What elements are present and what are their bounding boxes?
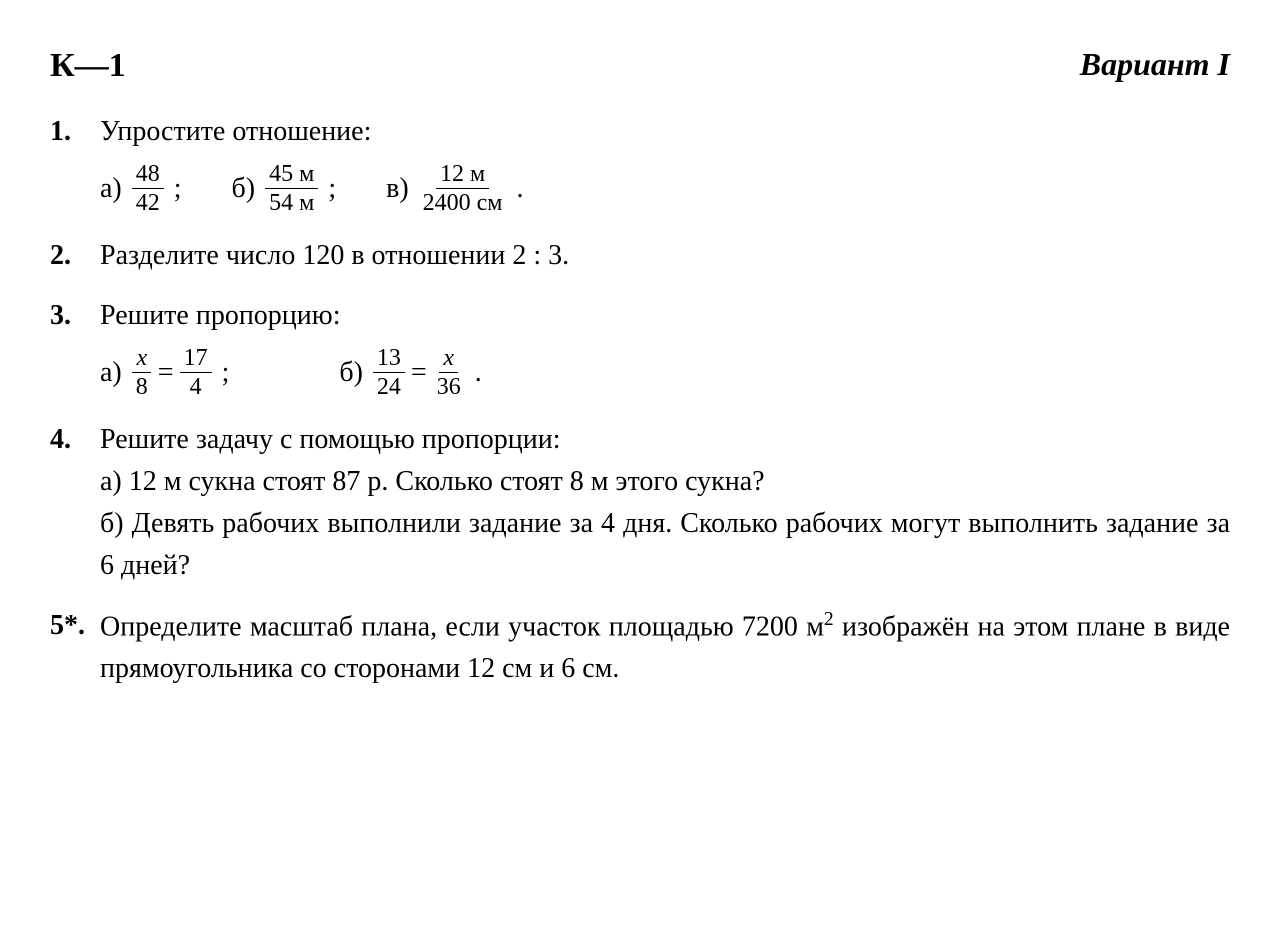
task-1a: а) 48 42 ; (100, 161, 182, 217)
task-3b-eq: = (411, 352, 427, 394)
task-1c-tail: . (516, 168, 523, 210)
task-5-text: Определите масштаб плана, если участок п… (100, 605, 1230, 690)
task-1a-top: 48 (132, 161, 164, 189)
task-3b-right-fraction: x 36 (433, 345, 465, 401)
task-3a-l-top: x (132, 345, 151, 373)
task-5-num: 5*. (50, 605, 100, 647)
task-5-before: Определите масштаб плана, если участок п… (100, 611, 824, 642)
task-4-prompt: Решите задачу с помощью пропорции: (100, 419, 1230, 461)
task-2-text: Разделите число 120 в отношении 2 : 3. (100, 235, 1230, 277)
task-4: 4. Решите задачу с помощью пропорции: а)… (50, 419, 1230, 587)
task-1a-label: а) (100, 168, 122, 210)
task-3a-tail: ; (222, 352, 230, 394)
task-3b-tail: . (475, 352, 482, 394)
task-1-num: 1. (50, 111, 100, 153)
task-3b-label: б) (339, 352, 363, 394)
task-1c: в) 12 м 2400 см . (386, 161, 523, 217)
task-5: 5*. Определите масштаб плана, если участ… (50, 605, 1230, 690)
task-1c-top: 12 м (436, 161, 489, 189)
task-1b-label: б) (232, 168, 256, 210)
task-2-num: 2. (50, 235, 100, 277)
task-3-num: 3. (50, 295, 100, 337)
task-1b-top: 45 м (265, 161, 318, 189)
task-1c-fraction: 12 м 2400 см (419, 161, 507, 217)
task-4b-text: б) Девять рабочих выполнили задание за 4… (100, 503, 1230, 587)
task-5-exp: 2 (824, 609, 834, 630)
task-1b: б) 45 м 54 м ; (232, 161, 337, 217)
task-3a: а) x 8 = 17 4 ; (100, 345, 229, 401)
task-4-num: 4. (50, 419, 100, 461)
task-1b-tail: ; (328, 168, 336, 210)
task-1c-label: в) (386, 168, 409, 210)
task-3a-r-bot: 4 (186, 373, 206, 400)
task-3b-left-fraction: 13 24 (373, 345, 405, 401)
task-1-prompt: Упростите отношение: (100, 111, 1230, 153)
task-4a-text: а) 12 м сукна стоят 87 р. Сколько стоят … (100, 461, 1230, 503)
task-1a-fraction: 48 42 (132, 161, 164, 217)
task-1c-bot: 2400 см (419, 189, 507, 216)
task-3b-l-top: 13 (373, 345, 405, 373)
task-3b: б) 13 24 = x 36 . (339, 345, 481, 401)
task-3a-l-bot: 8 (132, 373, 152, 400)
task-3: 3. Решите пропорцию: а) x 8 = 17 4 ; (50, 295, 1230, 401)
header-left: К—1 (50, 40, 126, 91)
task-3a-right-fraction: 17 4 (180, 345, 212, 401)
task-1b-fraction: 45 м 54 м (265, 161, 318, 217)
task-1b-bot: 54 м (265, 189, 318, 216)
task-3b-r-bot: 36 (433, 373, 465, 400)
task-3b-r-top: x (439, 345, 458, 373)
task-3-prompt: Решите пропорцию: (100, 295, 1230, 337)
task-3a-r-top: 17 (180, 345, 212, 373)
task-3a-label: а) (100, 352, 122, 394)
header-right: Вариант I (1080, 40, 1230, 91)
task-3b-l-bot: 24 (373, 373, 405, 400)
task-1a-tail: ; (174, 168, 182, 210)
task-3a-eq: = (158, 352, 174, 394)
task-3a-left-fraction: x 8 (132, 345, 152, 401)
task-1a-bot: 42 (132, 189, 164, 216)
task-2: 2. Разделите число 120 в отношении 2 : 3… (50, 235, 1230, 277)
task-1: 1. Упростите отношение: а) 48 42 ; б) 45… (50, 111, 1230, 217)
